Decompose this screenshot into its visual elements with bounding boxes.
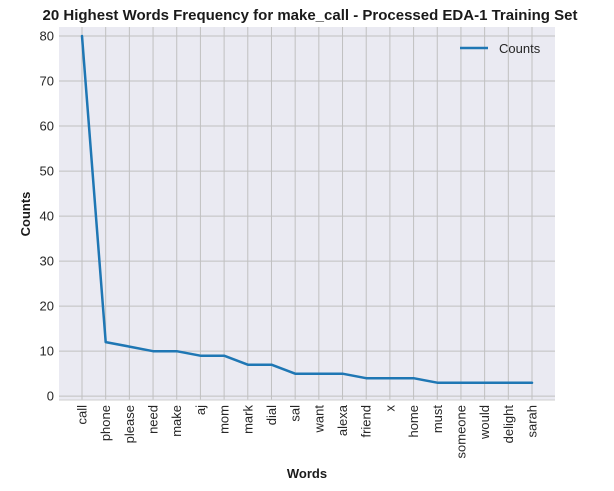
x-tick-label: want xyxy=(311,405,326,434)
x-tick-label: x xyxy=(382,405,397,412)
y-tick-label: 40 xyxy=(40,209,54,224)
y-axis-ticks: 0 10 20 30 40 50 60 70 80 xyxy=(40,29,54,404)
x-tick-label: call xyxy=(75,405,90,425)
y-tick-label: 10 xyxy=(40,344,54,359)
series-group xyxy=(80,34,534,384)
x-axis-label: Words xyxy=(287,466,327,481)
y-axis-label: Counts xyxy=(18,192,33,237)
series-line-counts xyxy=(80,34,534,384)
y-tick-label: 70 xyxy=(40,74,54,89)
y-tick-label: 0 xyxy=(47,389,54,404)
x-tick-label: phone xyxy=(98,405,113,441)
x-tick-label: mark xyxy=(240,405,255,434)
x-tick-label: alexa xyxy=(335,404,350,436)
grid-lines xyxy=(59,27,555,400)
x-tick-label: sal xyxy=(288,405,303,422)
legend: Counts xyxy=(460,41,541,56)
x-tick-label: sarah xyxy=(525,405,540,438)
x-tick-label: friend xyxy=(359,405,374,438)
x-axis-ticks: call phone please need make aj mom mark dial sal w… xyxy=(75,404,540,458)
y-tick-label: 30 xyxy=(40,254,54,269)
y-tick-label: 50 xyxy=(40,164,54,179)
x-tick-label: aj xyxy=(193,405,208,415)
legend-label: Counts xyxy=(499,41,541,56)
y-tick-label: 80 xyxy=(40,29,54,44)
y-tick-label: 60 xyxy=(40,119,54,134)
x-tick-label: delight xyxy=(501,405,516,444)
plot-area xyxy=(59,27,555,400)
y-tick-label: 20 xyxy=(40,299,54,314)
x-tick-label: make xyxy=(169,405,184,437)
x-tick-label: home xyxy=(406,405,421,438)
x-tick-label: mom xyxy=(217,405,232,434)
chart-title: 20 Highest Words Frequency for make_call… xyxy=(43,7,578,24)
x-tick-label: please xyxy=(122,405,137,443)
x-tick-label: dial xyxy=(264,405,279,425)
x-tick-label: need xyxy=(146,405,161,434)
x-tick-label: someone xyxy=(453,405,468,458)
x-tick-label: must xyxy=(430,405,445,434)
x-tick-label: would xyxy=(477,405,492,440)
